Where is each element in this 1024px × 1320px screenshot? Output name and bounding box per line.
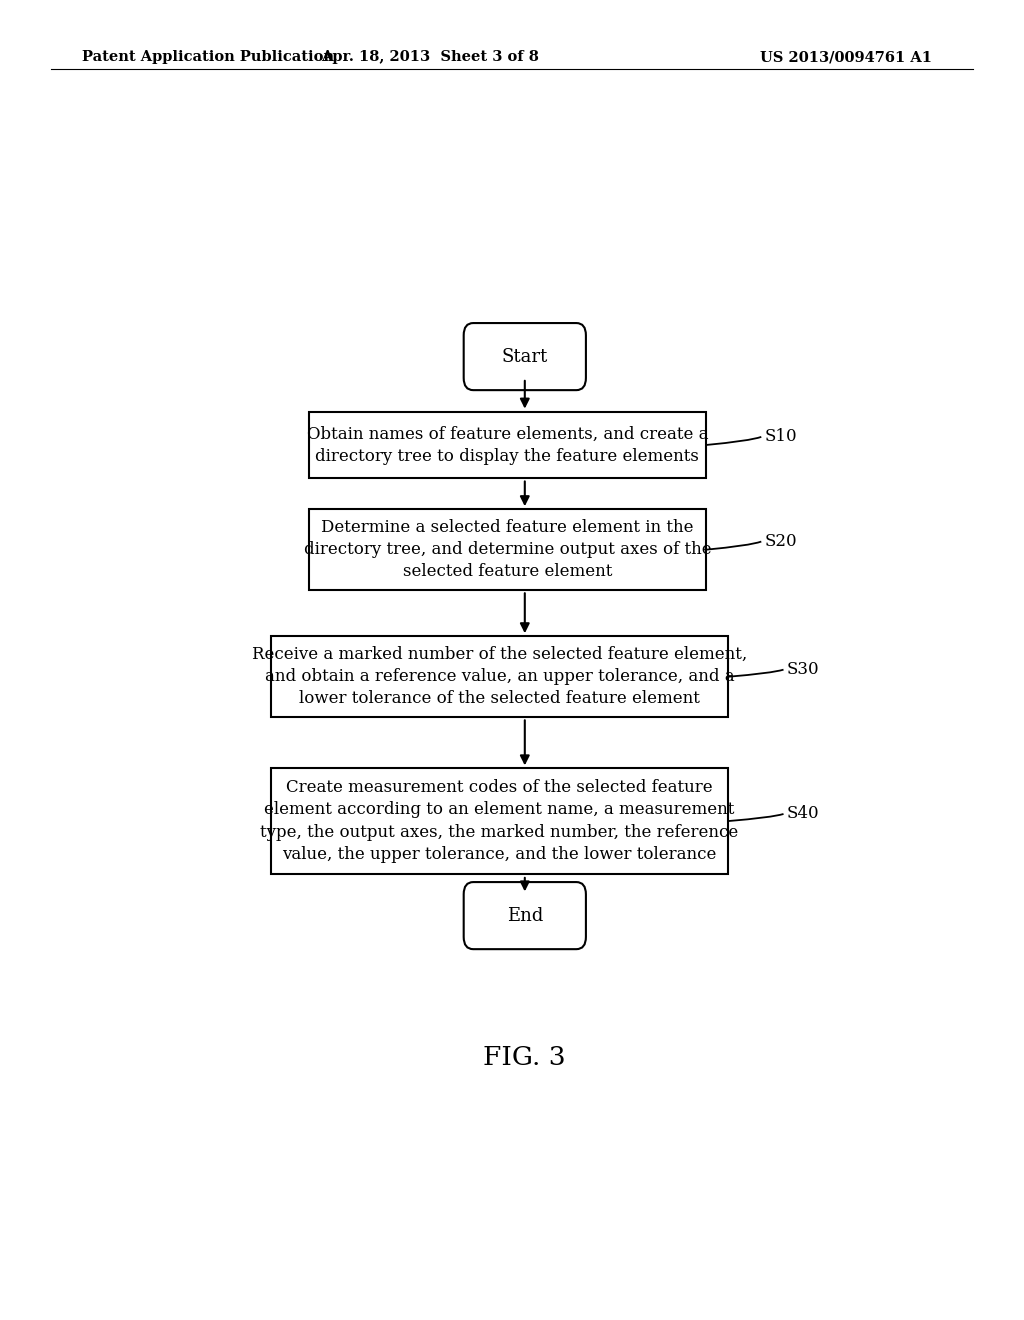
FancyBboxPatch shape xyxy=(309,510,706,590)
Text: Start: Start xyxy=(502,347,548,366)
FancyBboxPatch shape xyxy=(271,636,728,718)
Text: Apr. 18, 2013  Sheet 3 of 8: Apr. 18, 2013 Sheet 3 of 8 xyxy=(322,50,539,65)
Text: Create measurement codes of the selected feature
element according to an element: Create measurement codes of the selected… xyxy=(260,779,738,863)
Text: Determine a selected feature element in the
directory tree, and determine output: Determine a selected feature element in … xyxy=(303,519,711,581)
Text: Patent Application Publication: Patent Application Publication xyxy=(82,50,334,65)
Text: FIG. 3: FIG. 3 xyxy=(483,1045,566,1071)
Text: S30: S30 xyxy=(786,661,819,678)
Text: Obtain names of feature elements, and create a
directory tree to display the fea: Obtain names of feature elements, and cr… xyxy=(306,425,708,465)
FancyBboxPatch shape xyxy=(271,768,728,874)
Text: Receive a marked number of the selected feature element,
and obtain a reference : Receive a marked number of the selected … xyxy=(252,645,748,708)
Text: US 2013/0094761 A1: US 2013/0094761 A1 xyxy=(760,50,932,65)
Text: End: End xyxy=(507,907,543,924)
Text: S40: S40 xyxy=(786,805,819,822)
Text: S20: S20 xyxy=(765,533,797,550)
Text: S10: S10 xyxy=(765,429,797,445)
FancyBboxPatch shape xyxy=(309,412,706,478)
FancyBboxPatch shape xyxy=(464,323,586,391)
FancyBboxPatch shape xyxy=(464,882,586,949)
